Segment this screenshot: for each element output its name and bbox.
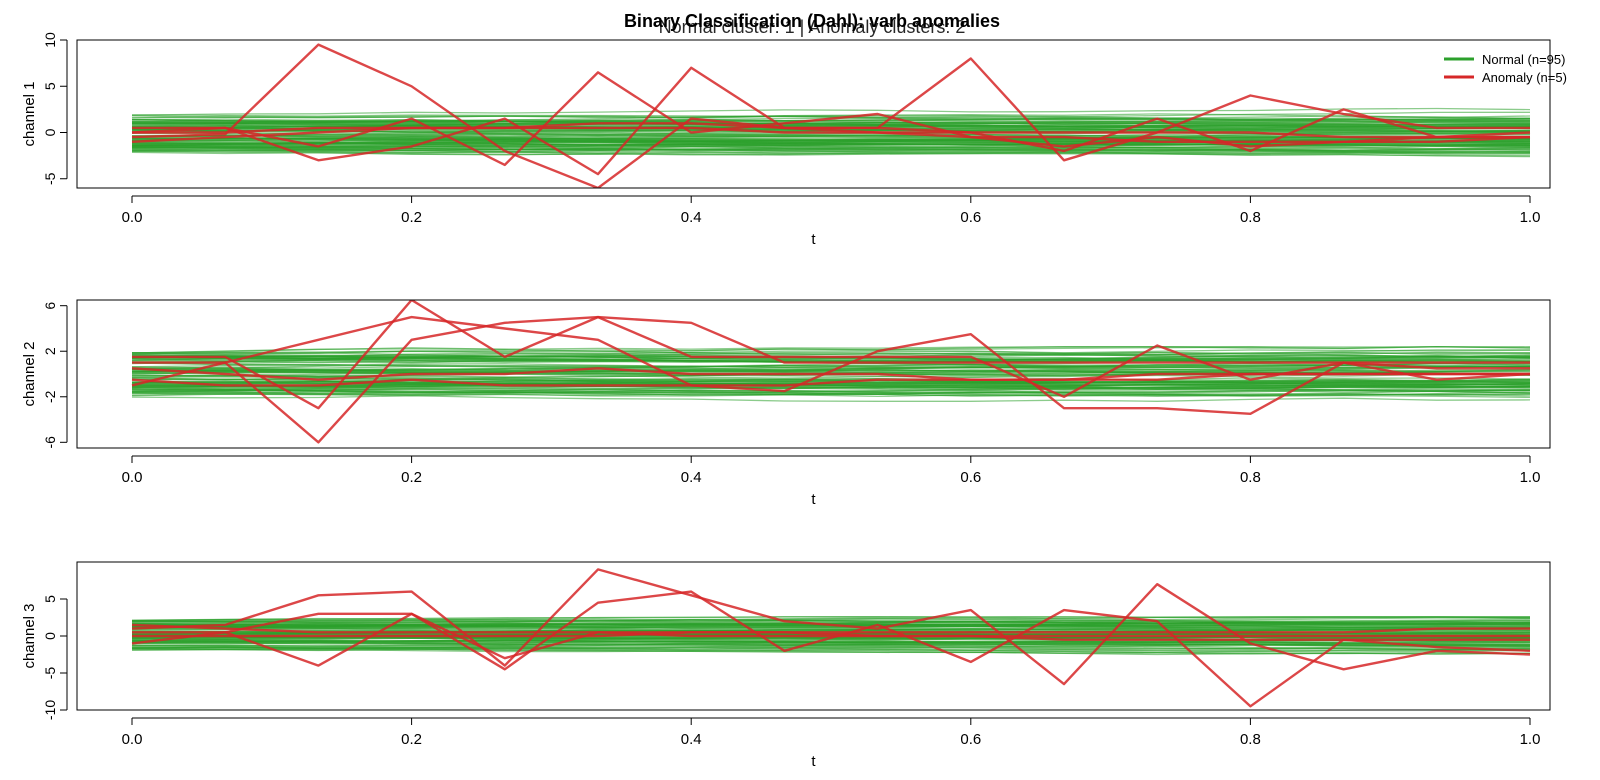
normal-series-line: [131, 355, 1531, 361]
anomaly-series-line: [132, 627, 1530, 638]
panels: 0.0 0.2 0.4 0.6 0.8 1.0 t -5 0 5 10 channel 1 Normal…: [21, 32, 1567, 770]
x-tick-label: 0.8: [1240, 731, 1261, 748]
y-axis-label: channel 1: [21, 81, 38, 146]
x-tick-label: 0.2: [401, 731, 422, 748]
x-tick-label: 0.2: [401, 469, 422, 486]
y-axis-label: channel 2: [21, 341, 38, 406]
anomaly-series-line: [132, 590, 1531, 708]
y-tick-label: -10: [42, 700, 58, 720]
anomaly-series-line: [131, 315, 1530, 415]
y-tick-label: -2: [42, 390, 58, 403]
anomaly-series-line: [131, 372, 1530, 387]
normal-series-line: [131, 346, 1531, 355]
normal-series-line: [131, 616, 1531, 621]
normal-series-line: [131, 145, 1531, 155]
normal-series-line: [131, 118, 1531, 125]
normal-series-line: [131, 395, 1531, 402]
x-tick-label: 0.2: [401, 209, 422, 226]
x-tick-label: 1.0: [1520, 469, 1541, 486]
normal-series-line: [131, 122, 1531, 128]
y-tick-label: -5: [42, 172, 58, 185]
anomaly-series-line: [131, 126, 1530, 143]
figure-title: Binary Classification (Dahl): varb anoma…: [624, 11, 1000, 31]
normal-series-line: [131, 644, 1531, 650]
chart-panel-1: 0.0 0.2 0.4 0.6 0.8 1.0 t -5 0 5 10 channel 1 Normal…: [21, 32, 1567, 248]
y-tick-label: -5: [42, 667, 58, 680]
legend-label: Normal (n=95): [1482, 52, 1565, 67]
normal-series-line: [131, 647, 1531, 654]
y-tick-label: 6: [42, 302, 58, 310]
normal-series-line: [131, 640, 1531, 645]
normal-series-line: [131, 358, 1531, 368]
y-tick-label: 5: [42, 595, 58, 603]
anomaly-series-line: [132, 122, 1530, 144]
series-group: [131, 568, 1531, 708]
x-tick-label: 1.0: [1520, 209, 1541, 226]
chart-panel-3: 0.0 0.2 0.4 0.6 0.8 1.0 t -10 -5 0 5 channel 3: [21, 561, 1551, 770]
x-tick-label: 0.0: [122, 469, 143, 486]
normal-series-line: [131, 624, 1531, 630]
normal-series-line: [131, 364, 1531, 370]
x-tick-label: 0.0: [122, 209, 143, 226]
y-axis-label: channel 3: [21, 603, 38, 668]
y-tick-label: 10: [42, 32, 58, 48]
normal-series-line: [131, 107, 1531, 116]
x-tick-label: 0.4: [681, 209, 702, 226]
y-tick-label: 0: [42, 632, 58, 640]
chart-panel-2: 0.0 0.2 0.4 0.6 0.8 1.0 t -6 -2 2 6 channel 2: [21, 299, 1551, 508]
x-axis-label: t: [811, 491, 816, 508]
x-axis-label: t: [811, 231, 816, 248]
x-tick-label: 0.4: [681, 469, 702, 486]
normal-series-line: [131, 380, 1530, 388]
y-tick-label: 5: [42, 82, 58, 90]
x-tick-label: 0.6: [960, 209, 981, 226]
normal-series-line: [131, 114, 1531, 121]
y-tick-label: -6: [42, 436, 58, 449]
x-tick-label: 0.8: [1240, 469, 1261, 486]
normal-series-line: [131, 351, 1531, 361]
figure-subtitle: Normal cluster: 1 | Anomaly clusters: 2: [659, 17, 966, 37]
x-tick-label: 0.8: [1240, 209, 1261, 226]
normal-series-line: [131, 616, 1531, 623]
anomaly-series-line: [132, 300, 1530, 410]
anomaly-series-line: [131, 57, 1530, 176]
series-group: [131, 43, 1531, 188]
plot-frame: [76, 39, 1551, 189]
anomaly-series-line: [131, 623, 1530, 641]
x-axis-label: t: [811, 753, 816, 770]
x-tick-label: 1.0: [1520, 731, 1541, 748]
normal-series-line: [131, 377, 1531, 387]
y-tick-label: 0: [42, 128, 58, 136]
anomaly-series-line: [132, 315, 1531, 444]
y-tick-label: 2: [42, 347, 58, 355]
x-tick-label: 0.0: [122, 731, 143, 748]
x-tick-label: 0.6: [960, 469, 981, 486]
anomaly-series-line: [131, 612, 1530, 660]
normal-series-line: [131, 147, 1531, 152]
series-group: [131, 300, 1531, 444]
plot-frame: [76, 561, 1551, 711]
legend: Normal (n=95) Anomaly (n=5): [1444, 52, 1567, 85]
plot-frame: [76, 299, 1551, 449]
normal-series-line: [131, 628, 1531, 632]
x-tick-label: 0.4: [681, 731, 702, 748]
normal-series-line: [131, 350, 1531, 355]
normal-series-line: [131, 355, 1531, 362]
legend-label: Anomaly (n=5): [1482, 70, 1567, 85]
anomaly-series-line: [132, 71, 1531, 167]
anomaly-series-line: [131, 568, 1531, 686]
normal-series-line: [131, 619, 1531, 625]
x-tick-label: 0.6: [960, 731, 981, 748]
